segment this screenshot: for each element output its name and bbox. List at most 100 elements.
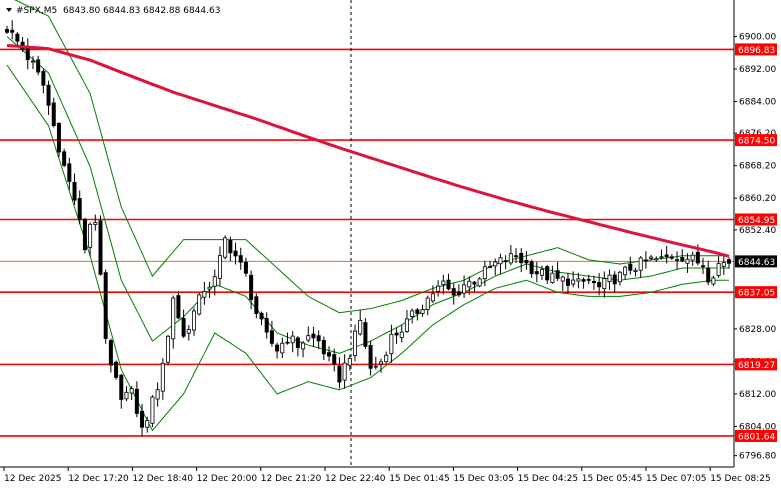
candle: [269, 320, 274, 347]
price-tick-label: 6796.80: [739, 452, 776, 462]
candle: [316, 330, 321, 350]
candle: [166, 334, 171, 366]
candle-body: [498, 257, 503, 265]
candle: [675, 251, 680, 270]
candle: [280, 337, 285, 359]
candle: [134, 381, 139, 418]
candle: [51, 97, 56, 128]
candle-body: [249, 274, 254, 300]
candle: [508, 245, 513, 266]
candle-body: [67, 163, 72, 182]
candle: [368, 341, 373, 376]
candle: [565, 272, 570, 294]
candle: [259, 311, 264, 326]
candle-body: [550, 272, 555, 283]
candle-body: [134, 388, 139, 414]
candle-body: [503, 260, 508, 263]
candle: [488, 260, 493, 269]
candle-body: [202, 290, 207, 298]
candle: [77, 190, 82, 225]
candle: [384, 351, 389, 364]
candle: [67, 157, 72, 190]
candle-body: [150, 396, 155, 424]
candle-body: [462, 284, 467, 294]
candle: [30, 56, 35, 70]
candle-body: [690, 254, 695, 261]
level-price-tag-bg: [735, 286, 777, 299]
candle-body: [415, 309, 420, 314]
candle-body: [72, 181, 77, 201]
candle: [649, 255, 654, 261]
candle: [623, 265, 628, 280]
level-price-tag: 6801.64: [738, 432, 775, 442]
candle-body: [41, 71, 46, 86]
candle: [332, 348, 337, 372]
candle-body: [685, 258, 690, 264]
candle: [129, 386, 134, 401]
candle-body: [716, 262, 721, 276]
dropdown-arrow-icon[interactable]: [6, 8, 12, 12]
candle-body: [727, 259, 732, 264]
candle: [394, 327, 399, 344]
candle: [197, 292, 202, 316]
candle: [363, 318, 368, 350]
candle: [378, 358, 383, 373]
candle: [41, 68, 46, 94]
candle-body: [436, 285, 441, 292]
candle-body: [524, 259, 529, 264]
time-tick-label: 12 Dec 21:20: [261, 474, 322, 484]
candle-body: [602, 278, 607, 290]
candle-body: [586, 278, 591, 281]
candle-body: [571, 279, 576, 285]
candle-body: [363, 322, 368, 347]
candle: [550, 265, 555, 284]
candle-body: [311, 333, 316, 339]
candle: [160, 358, 165, 400]
candle-body: [540, 269, 545, 276]
candle: [404, 309, 409, 333]
candle-body: [342, 362, 347, 381]
candle-body: [301, 342, 306, 350]
candle: [633, 267, 638, 277]
candle-body: [114, 361, 119, 378]
candle-body: [233, 250, 238, 257]
time-tick-label: 15 Dec 08:25: [710, 474, 771, 484]
candle-body: [30, 60, 35, 63]
candle-body: [176, 295, 181, 319]
candle-body: [269, 330, 274, 344]
candle-body: [46, 84, 51, 106]
candle: [519, 248, 524, 273]
candle: [701, 257, 706, 275]
candle-body: [223, 237, 228, 258]
price-tick-label: 6812.00: [739, 390, 776, 400]
candle-body: [659, 256, 664, 259]
candle-body: [430, 293, 435, 302]
candle: [249, 270, 254, 310]
chart-header: #SPX,M5 6843.80 6844.83 6842.88 6844.63: [6, 6, 220, 16]
time-tick-label: 15 Dec 04:25: [518, 474, 579, 484]
candle-body: [404, 318, 409, 332]
candle-body: [155, 389, 160, 400]
candle: [529, 259, 534, 278]
level-price-tag-bg: [735, 429, 777, 442]
candle: [617, 270, 622, 286]
candle-body: [228, 240, 233, 254]
price-tick-label: 6852.40: [739, 226, 776, 236]
level-price-tag: 6874.50: [738, 137, 775, 147]
candle-body: [36, 59, 41, 73]
candle-body: [166, 335, 171, 363]
candle-body: [477, 278, 482, 287]
time-axis-ticks: 12 Dec 2025 12 Dec 17:20 12 Dec 18:40 12 De…: [3, 467, 771, 484]
candle: [436, 280, 441, 297]
candle: [155, 382, 160, 407]
candle-body: [207, 286, 212, 290]
level-price-tag-bg: [735, 358, 777, 371]
candle-body: [441, 280, 446, 286]
candle-body: [217, 255, 222, 279]
candle-body: [186, 329, 191, 334]
time-tick-label: 12 Dec 17:20: [68, 474, 129, 484]
candle-body: [191, 310, 196, 331]
candle-body: [358, 320, 363, 335]
